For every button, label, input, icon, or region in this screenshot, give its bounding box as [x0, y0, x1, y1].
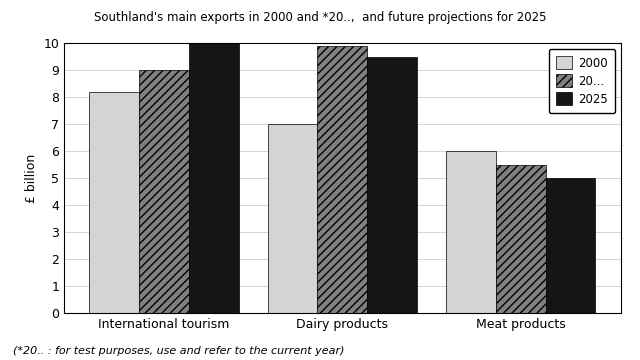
Bar	[446, 151, 496, 313]
Bar	[496, 165, 545, 313]
Bar	[268, 124, 317, 313]
Bar	[545, 178, 595, 313]
Bar	[317, 46, 367, 313]
Y-axis label: £ billion: £ billion	[25, 154, 38, 203]
Legend: 2000, 20..., 2025: 2000, 20..., 2025	[548, 49, 615, 113]
Bar	[367, 57, 417, 313]
Text: Southland's main exports in 2000 and *20..,  and future projections for 2025: Southland's main exports in 2000 and *20…	[93, 11, 547, 24]
Bar	[90, 92, 140, 313]
Bar	[189, 43, 239, 313]
Text: (*20.. : for test purposes, use and refer to the current year): (*20.. : for test purposes, use and refe…	[13, 346, 344, 356]
Bar	[140, 70, 189, 313]
